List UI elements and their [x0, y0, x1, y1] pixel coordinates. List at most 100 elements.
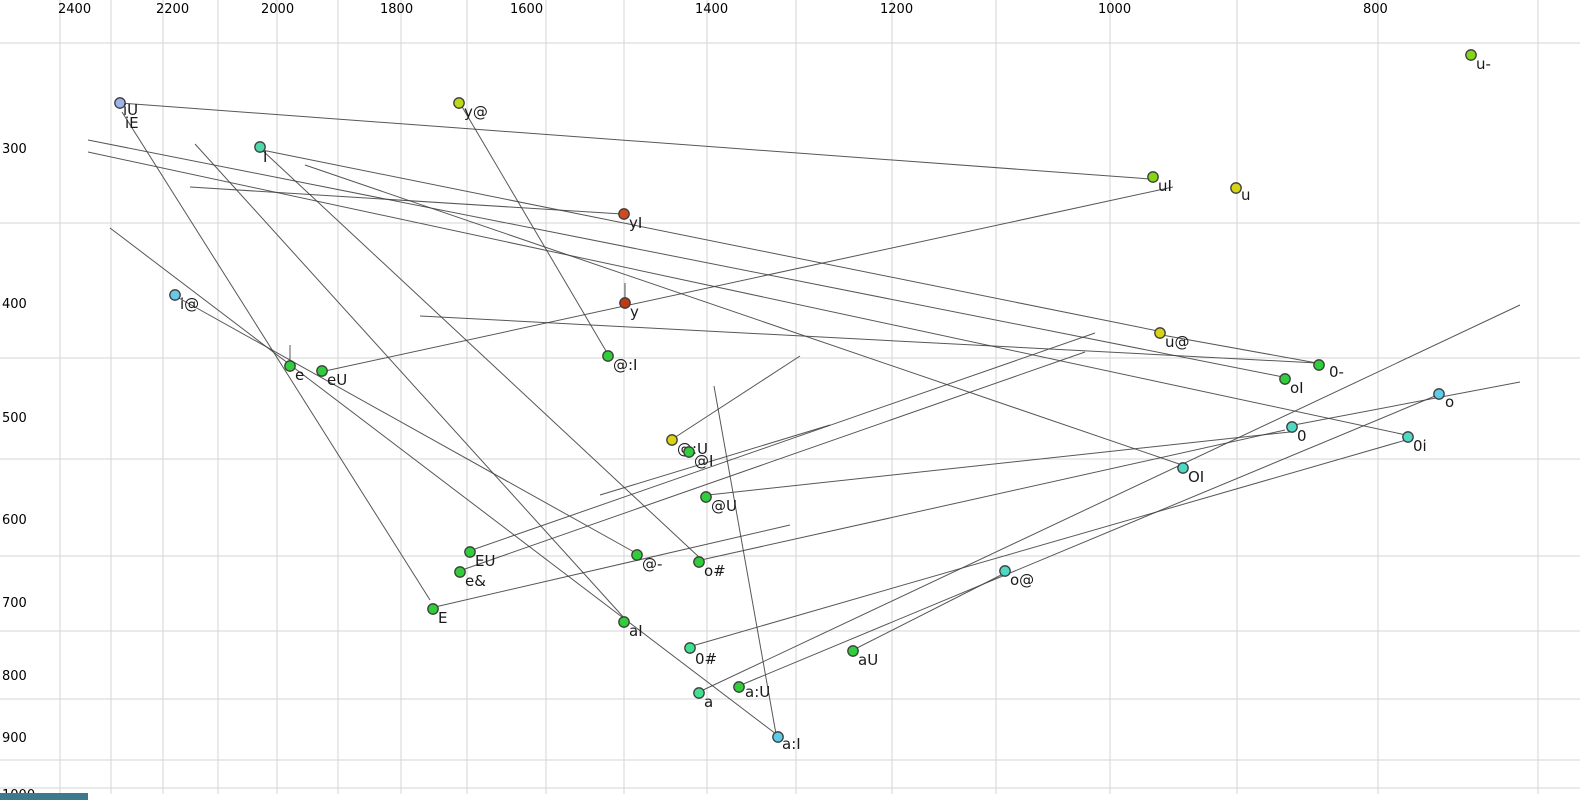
- data-point-u-: [1465, 49, 1477, 61]
- data-point-@U: [700, 491, 712, 503]
- trajectory-line-EU: [471, 332, 1096, 551]
- data-point-oI: [1279, 373, 1291, 385]
- data-point-aI: [618, 616, 630, 628]
- y-tick-label-700: 700: [2, 596, 27, 611]
- trajectory-line-0: [1293, 381, 1521, 426]
- trajectory-line-eU: [324, 186, 1174, 372]
- trajectory-line: [261, 149, 1159, 332]
- data-point-label-0#: 0#: [695, 650, 717, 668]
- data-point-label-e: e: [295, 366, 304, 384]
- y-tick-label-600: 600: [2, 513, 27, 528]
- data-point-label-o#: o#: [704, 562, 726, 580]
- y-tick-label-500: 500: [2, 411, 27, 426]
- data-point-@I: [683, 446, 695, 458]
- data-point-iU: [114, 97, 126, 109]
- data-point-e: [284, 360, 296, 372]
- data-point-label-@-: @-: [642, 555, 662, 573]
- x-tick-label-1800: 1800: [380, 2, 413, 17]
- y-tick-label-900: 900: [2, 731, 27, 746]
- data-point-label-i@: i@: [180, 295, 199, 313]
- trajectory-line-o#: [700, 429, 1286, 561]
- x-tick-label-2000: 2000: [261, 2, 294, 17]
- trajectory-line-a:I: [713, 385, 777, 735]
- data-point-label-EU: EU: [475, 552, 495, 570]
- trajectory-line-oI: [87, 139, 1284, 378]
- data-point-label-o: o: [1445, 393, 1454, 411]
- data-point-label-@I: @I: [694, 452, 713, 470]
- x-tick-label-1200: 1200: [880, 2, 913, 17]
- bottom-selection-bar: [0, 793, 88, 800]
- data-point-label-iE: iE: [125, 114, 139, 132]
- data-point-label-y: y: [630, 303, 639, 321]
- trajectory-line-aU: [854, 571, 1008, 650]
- data-point-e&: [454, 566, 466, 578]
- data-point-label-e&: e&: [465, 572, 486, 590]
- x-tick-label-800: 800: [1363, 2, 1388, 17]
- data-point-label-y@: y@: [464, 103, 488, 121]
- data-point-label-yI: yI: [629, 214, 642, 232]
- x-tick-label-1600: 1600: [510, 2, 543, 17]
- trajectory-line-a: [700, 304, 1521, 692]
- data-point-o: [1433, 388, 1445, 400]
- data-point-@:I: [602, 350, 614, 362]
- data-point-eU: [316, 365, 328, 377]
- data-point-label-a: a: [704, 693, 713, 711]
- data-point-label-a:I: a:I: [782, 735, 801, 753]
- data-point-a: [693, 687, 705, 699]
- trajectory-line-yI: [189, 186, 623, 215]
- trajectory-line-0#: [691, 439, 1407, 647]
- data-point-0i: [1402, 431, 1414, 443]
- y-tick-label-400: 400: [2, 297, 27, 312]
- data-point-OI: [1177, 462, 1189, 474]
- data-point-label-OI: OI: [1188, 468, 1204, 486]
- data-point-0-: [1313, 359, 1325, 371]
- data-point-uI: [1147, 171, 1159, 183]
- y-tick-label-300: 300: [2, 142, 27, 157]
- data-point-label-iU: iU: [123, 101, 138, 119]
- x-tick-label-1000: 1000: [1098, 2, 1131, 17]
- data-point-a:U: [733, 681, 745, 693]
- trajectory-line-u@: [1161, 334, 1318, 364]
- data-point-E: [427, 603, 439, 615]
- trajectory-line-i@: [176, 296, 635, 553]
- data-point-label-aI: aI: [629, 622, 643, 640]
- data-point-@:U: [666, 434, 678, 446]
- data-point-0#: [684, 642, 696, 654]
- trajectory-line-e&: [461, 351, 1086, 571]
- x-tick-label-2200: 2200: [156, 2, 189, 17]
- data-point-yI: [618, 208, 630, 220]
- trajectory-line-iU: [119, 102, 1151, 180]
- trajectory-line-aI: [194, 143, 627, 621]
- data-point-label-0-: 0-: [1329, 363, 1344, 381]
- data-point-label-I: I: [263, 148, 267, 166]
- data-point-@-: [631, 549, 643, 561]
- trajectory-line-@:U: [673, 355, 801, 439]
- trajectory-line-OI: [304, 164, 1186, 467]
- data-point-label-@:I: @:I: [613, 356, 637, 374]
- trajectory-line-@I: [599, 424, 831, 496]
- data-point-o#: [693, 556, 705, 568]
- data-point-o@: [999, 565, 1011, 577]
- data-point-label-0i: 0i: [1413, 437, 1427, 455]
- data-point-label-aU: aU: [858, 651, 878, 669]
- trajectory-line-@U: [707, 431, 1291, 496]
- data-point-y: [619, 297, 631, 309]
- data-point-I: [254, 141, 266, 153]
- data-point-label-a:U: a:U: [745, 683, 770, 701]
- data-point-i@: [169, 289, 181, 301]
- data-point-label-o@: o@: [1010, 571, 1034, 589]
- x-tick-label-2400: 2400: [58, 2, 91, 17]
- data-point-label-u: u: [1241, 186, 1251, 204]
- data-point-y@: [453, 97, 465, 109]
- data-point-label-E: E: [438, 609, 447, 627]
- trajectory-line-I: [261, 149, 701, 559]
- x-tick-label-1400: 1400: [695, 2, 728, 17]
- data-point-aU: [847, 645, 859, 657]
- data-point-label-u-: u-: [1476, 55, 1491, 73]
- trajectory-line-iE: [121, 111, 431, 601]
- data-point-label-uI: uI: [1158, 177, 1172, 195]
- data-point-label-@U: @U: [711, 497, 737, 515]
- data-point-label-u@: u@: [1165, 333, 1190, 351]
- trajectory-line-E: [434, 524, 791, 608]
